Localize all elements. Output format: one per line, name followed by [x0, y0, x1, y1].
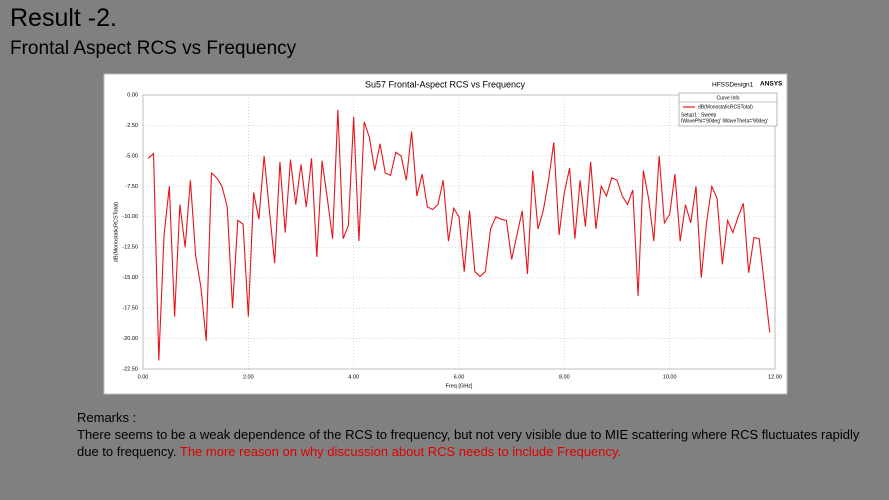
y-tick-label: -22.50 [122, 366, 138, 372]
legend-entry: dB(MonostaticRCSTotal) [698, 104, 753, 110]
x-tick-label: 10.00 [663, 374, 677, 380]
x-tick-label: 0.00 [138, 374, 149, 380]
x-axis-label: Freq [GHz] [446, 383, 473, 389]
y-tick-label: -12.50 [122, 245, 138, 251]
y-tick-label: -20.00 [122, 336, 138, 342]
design-name: HFSSDesign1 [712, 82, 754, 89]
y-tick-label: -10.00 [122, 214, 138, 220]
legend-note: IWavePhi='90deg' IWaveTheta='90deg' [681, 118, 768, 124]
x-tick-label: 4.00 [348, 374, 359, 380]
slide-subtitle: Frontal Aspect RCS vs Frequency [10, 38, 297, 59]
plot-area [142, 94, 776, 370]
y-tick-label: -2.50 [125, 123, 138, 129]
x-tick-label: 2.00 [243, 374, 254, 380]
remarks: Remarks : There seems to be a weak depen… [77, 409, 877, 460]
legend-box [678, 92, 778, 127]
slide-title: Result -2. [10, 4, 117, 32]
remarks-label: Remarks : [77, 410, 137, 425]
data-line [147, 109, 771, 361]
brand: ANSYS [760, 81, 783, 88]
y-tick-label: -7.50 [125, 184, 138, 190]
legend-note: Setup1 : Sweep [681, 112, 717, 118]
y-tick-label: -5.00 [125, 153, 138, 159]
x-tick-label: 12.00 [768, 374, 782, 380]
chart-title: Su57 Frontal-Aspect RCS vs Frequency [365, 79, 526, 89]
y-tick-label: 0.00 [127, 92, 138, 98]
y-tick-label: -15.00 [122, 275, 138, 281]
y-tick-label: -17.50 [122, 306, 138, 312]
remarks-highlight: The more reason on why discussion about … [179, 444, 622, 459]
remarks-text: There seems to be a weak dependence of t… [77, 427, 860, 459]
y-axis-label: dB(MonostaticRCSTotal) [113, 202, 119, 262]
x-tick-label: 6.00 [454, 374, 465, 380]
x-tick-label: 8.00 [559, 374, 570, 380]
legend-title: Curve Info [716, 95, 739, 101]
